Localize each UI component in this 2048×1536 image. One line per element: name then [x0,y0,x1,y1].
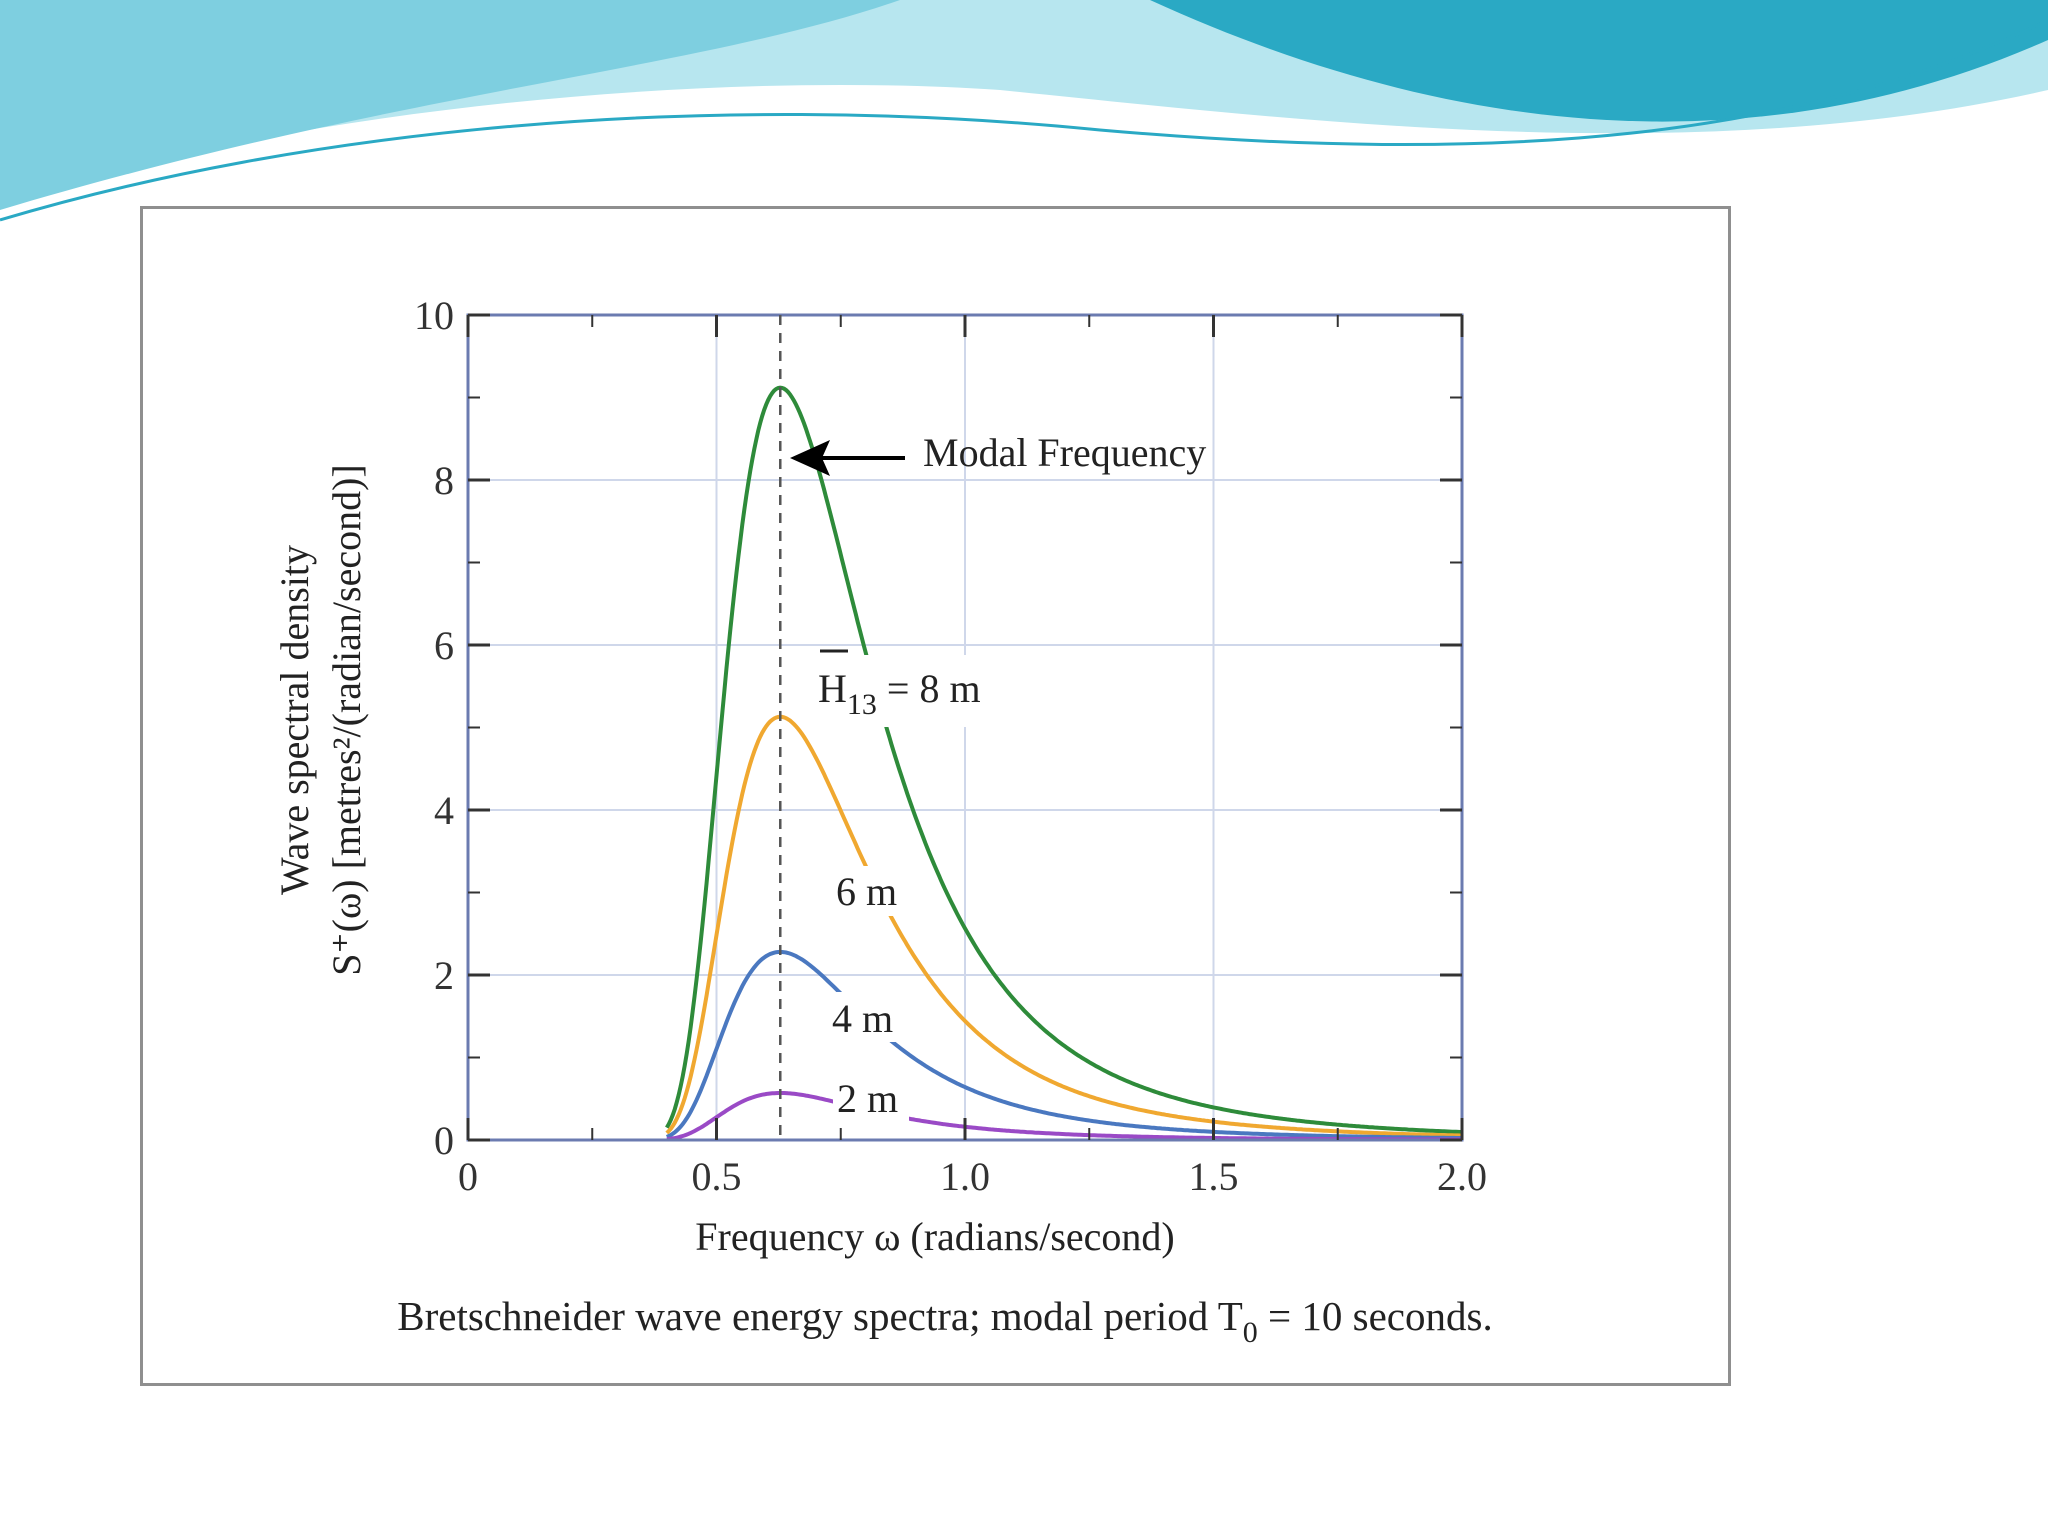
h13-label-bg [810,655,1040,727]
y-tick-label: 0 [434,1118,454,1163]
header-wave-line [0,18,2048,222]
y-axis-title-line2: S⁺(ω) [metres²/(radian/second)] [324,464,369,975]
modal-frequency-arrowhead [790,440,830,476]
header-wave-dark [1150,0,2048,122]
h13-subscript: 13 [847,688,877,721]
caption-suffix: = 10 seconds. [1258,1293,1493,1339]
x-tick-label: 1.5 [1189,1154,1239,1199]
h13-value: = 8 m [877,666,981,711]
grid-layer [468,315,1462,1140]
h13-symbol: H [818,666,847,711]
label-6m-bg [830,866,914,916]
x-tick-label: 0.5 [692,1154,742,1199]
caption-subscript: 0 [1243,1316,1258,1349]
x-tick-label: 2.0 [1437,1154,1487,1199]
label-4m-bg [826,992,910,1042]
y-tick-label: 2 [434,953,454,998]
series-label-2m: 2 m [837,1076,898,1121]
y-tick-label: 4 [434,788,454,833]
h13-label: H13 = 8 m [818,666,981,721]
y-axis-title-line1: Wave spectral density [272,545,317,895]
y-tick-label: 8 [434,458,454,503]
figure-frame [140,206,1731,1386]
modal-frequency-label: Modal Frequency [923,430,1206,475]
caption-prefix: Bretschneider wave energy spectra; modal… [397,1293,1243,1339]
series-label-4m: 4 m [832,996,893,1041]
series-line-8m [665,385,1463,1135]
header-wave-mid [0,0,900,210]
y-tick-label: 10 [414,293,454,338]
x-tick-label: 1.0 [940,1154,990,1199]
label-2m-bg [833,1074,909,1122]
figure-caption: Bretschneider wave energy spectra; modal… [397,1293,1492,1349]
x-axis-title: Frequency ω (radians/second) [695,1214,1175,1259]
series-line-4m [665,949,1462,1140]
ticks-layer: 0 0.5 1.0 1.5 2.0 0 2 4 6 8 10 [414,293,1487,1199]
series-layer [665,385,1463,1142]
x-tick-label: 0 [458,1154,478,1199]
series-label-6m: 6 m [836,869,897,914]
series-line-6m [665,714,1462,1138]
y-tick-label: 6 [434,623,454,668]
